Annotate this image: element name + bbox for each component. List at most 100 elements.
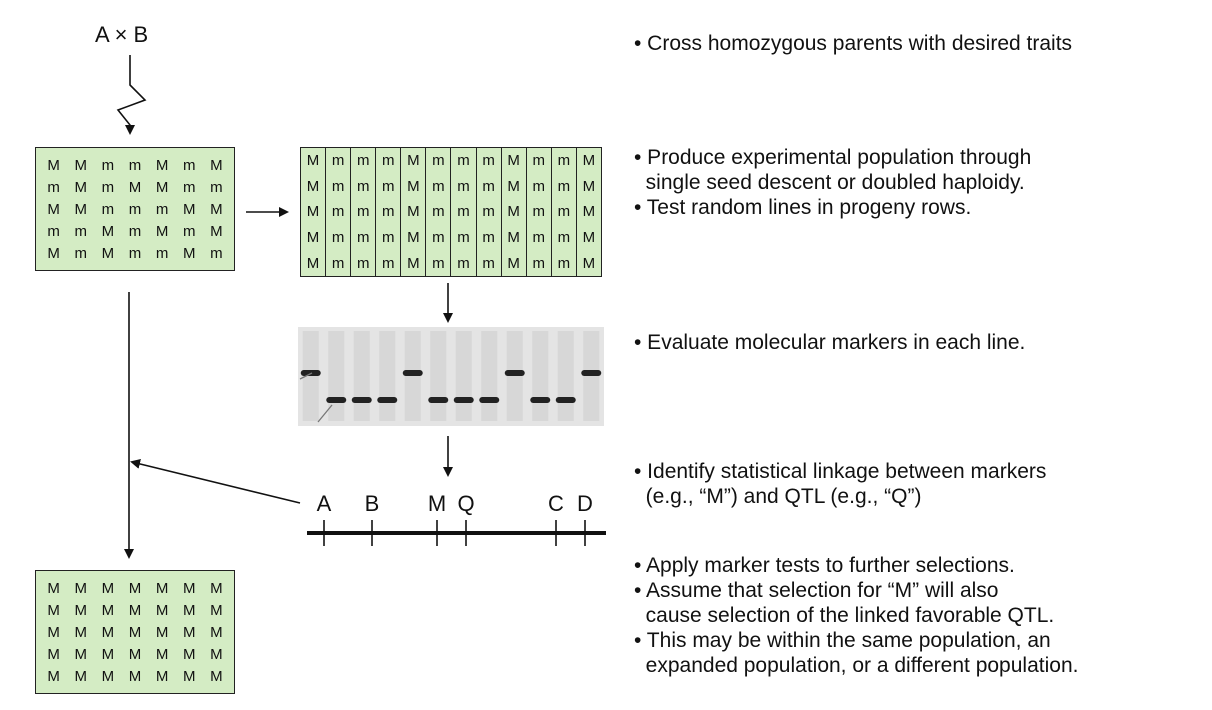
allele-cell: M (407, 152, 420, 170)
gel-lane (353, 331, 370, 421)
allele-cell: M (210, 200, 223, 218)
gel-band-lower (479, 397, 500, 403)
allele-cell: m (128, 156, 142, 174)
allele-cell: M (47, 645, 60, 663)
map-marker-label: M (427, 491, 447, 516)
allele-cell: m (331, 203, 345, 221)
allele-cell: M (183, 244, 196, 262)
allele-cell: m (457, 152, 470, 170)
allele-cell: M (74, 156, 87, 174)
allele-cell: M (306, 152, 320, 170)
allele-cell: M (74, 601, 87, 619)
allele-cell: M (306, 177, 320, 195)
allele-cell: M (47, 244, 60, 262)
allele-cell: M (306, 254, 320, 272)
map-marker-label: B (364, 491, 380, 516)
allele-cell: M (74, 579, 87, 597)
gel-band-lower (453, 397, 474, 403)
allele-cell: M (101, 579, 115, 597)
gel-band-lower (428, 397, 449, 403)
gel-band-lower (377, 397, 398, 403)
allele-cell: M (210, 156, 223, 174)
allele-cell: M (582, 203, 596, 221)
gel-lane (379, 331, 396, 421)
cross-arrow (116, 55, 147, 135)
allele-cell: m (331, 254, 345, 272)
allele-cell: M (155, 645, 169, 663)
allele-cell: M (507, 152, 520, 170)
allele-cell: m (382, 229, 395, 247)
allele-cell: M (183, 667, 196, 685)
allele-cell: m (482, 177, 495, 195)
allele-cell: m (155, 200, 169, 218)
note-line: cause selection of the linked favorable … (634, 604, 1055, 627)
note-line: • Produce experimental population throug… (634, 146, 1032, 169)
allele-cell: M (74, 623, 87, 641)
note-line: (e.g., “M”) and QTL (e.g., “Q”) (634, 485, 922, 508)
allele-cell: M (183, 601, 196, 619)
note-line: • Identify statistical linkage between m… (634, 460, 1047, 483)
gel-lane (455, 331, 472, 421)
allele-cell: M (407, 203, 420, 221)
allele-cell: m (101, 156, 115, 174)
allele-cell: m (183, 178, 196, 196)
gel-band-upper (402, 370, 423, 376)
allele-cell: M (128, 178, 142, 196)
allele-cell: m (432, 177, 445, 195)
allele-cell: m (356, 177, 370, 195)
allele-cell: M (582, 229, 596, 247)
allele-cell: m (482, 254, 495, 272)
allele-cell: M (101, 244, 115, 262)
allele-cell: m (356, 152, 370, 170)
allele-cell: m (532, 203, 545, 221)
allele-cell: M (128, 601, 142, 619)
gel-lane (557, 331, 574, 421)
gel-band-upper (581, 370, 602, 376)
allele-cell: m (331, 229, 345, 247)
allele-cell: M (210, 667, 223, 685)
allele-cell: m (210, 244, 223, 262)
allele-cell: m (382, 203, 395, 221)
allele-cell: m (457, 177, 470, 195)
allele-cell: m (183, 222, 196, 240)
allele-cell: M (47, 156, 60, 174)
allele-cell: M (101, 623, 115, 641)
allele-cell: m (356, 203, 370, 221)
allele-cell: m (557, 229, 571, 247)
allele-cell: m (47, 178, 60, 196)
allele-cell: m (331, 152, 345, 170)
linkage-feedback-arrow (130, 459, 301, 504)
cross-label: A × B (95, 22, 149, 47)
note-line: single seed descent or doubled haploidy. (634, 171, 1025, 194)
allele-cell: M (74, 200, 87, 218)
allele-cell: M (582, 254, 596, 272)
allele-cell: M (183, 645, 196, 663)
allele-cell: M (183, 200, 196, 218)
allele-cell: m (74, 222, 87, 240)
allele-cell: M (155, 601, 169, 619)
allele-cell: m (482, 203, 495, 221)
allele-cell: M (407, 254, 420, 272)
allele-cell: m (47, 222, 60, 240)
gel-lane (481, 331, 498, 421)
allele-cell: M (183, 623, 196, 641)
allele-cell: M (155, 667, 169, 685)
allele-cell: m (128, 200, 142, 218)
map-marker-label: Q (457, 491, 475, 516)
allele-cell: M (101, 222, 115, 240)
allele-cell: m (557, 152, 571, 170)
note-cross: • Cross homozygous parents with desired … (634, 31, 1072, 56)
map-marker-label: C (548, 491, 564, 516)
allele-cell: M (582, 152, 596, 170)
allele-cell: M (101, 667, 115, 685)
